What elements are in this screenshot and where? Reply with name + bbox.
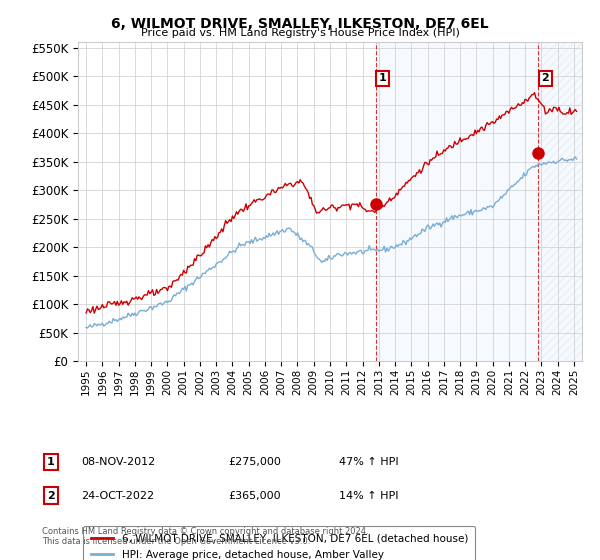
Text: 47% ↑ HPI: 47% ↑ HPI [339, 457, 398, 467]
Text: £365,000: £365,000 [228, 491, 281, 501]
Text: 2: 2 [541, 73, 549, 83]
Text: 08-NOV-2012: 08-NOV-2012 [81, 457, 155, 467]
Text: Price paid vs. HM Land Registry's House Price Index (HPI): Price paid vs. HM Land Registry's House … [140, 28, 460, 38]
Legend: 6, WILMOT DRIVE, SMALLEY, ILKESTON, DE7 6EL (detached house), HPI: Average price: 6, WILMOT DRIVE, SMALLEY, ILKESTON, DE7 … [83, 526, 475, 560]
Text: 1: 1 [379, 73, 386, 83]
Text: 6, WILMOT DRIVE, SMALLEY, ILKESTON, DE7 6EL: 6, WILMOT DRIVE, SMALLEY, ILKESTON, DE7 … [111, 17, 489, 31]
Bar [376, 42, 582, 361]
Text: 14% ↑ HPI: 14% ↑ HPI [339, 491, 398, 501]
Text: 24-OCT-2022: 24-OCT-2022 [81, 491, 154, 501]
Text: 2: 2 [47, 491, 55, 501]
Text: This data is licensed under the Open Government Licence v3.0.: This data is licensed under the Open Gov… [42, 537, 310, 546]
Text: Contains HM Land Registry data © Crown copyright and database right 2024.: Contains HM Land Registry data © Crown c… [42, 528, 368, 536]
Text: £275,000: £275,000 [228, 457, 281, 467]
Text: 1: 1 [47, 457, 55, 467]
Bar [538, 42, 582, 361]
